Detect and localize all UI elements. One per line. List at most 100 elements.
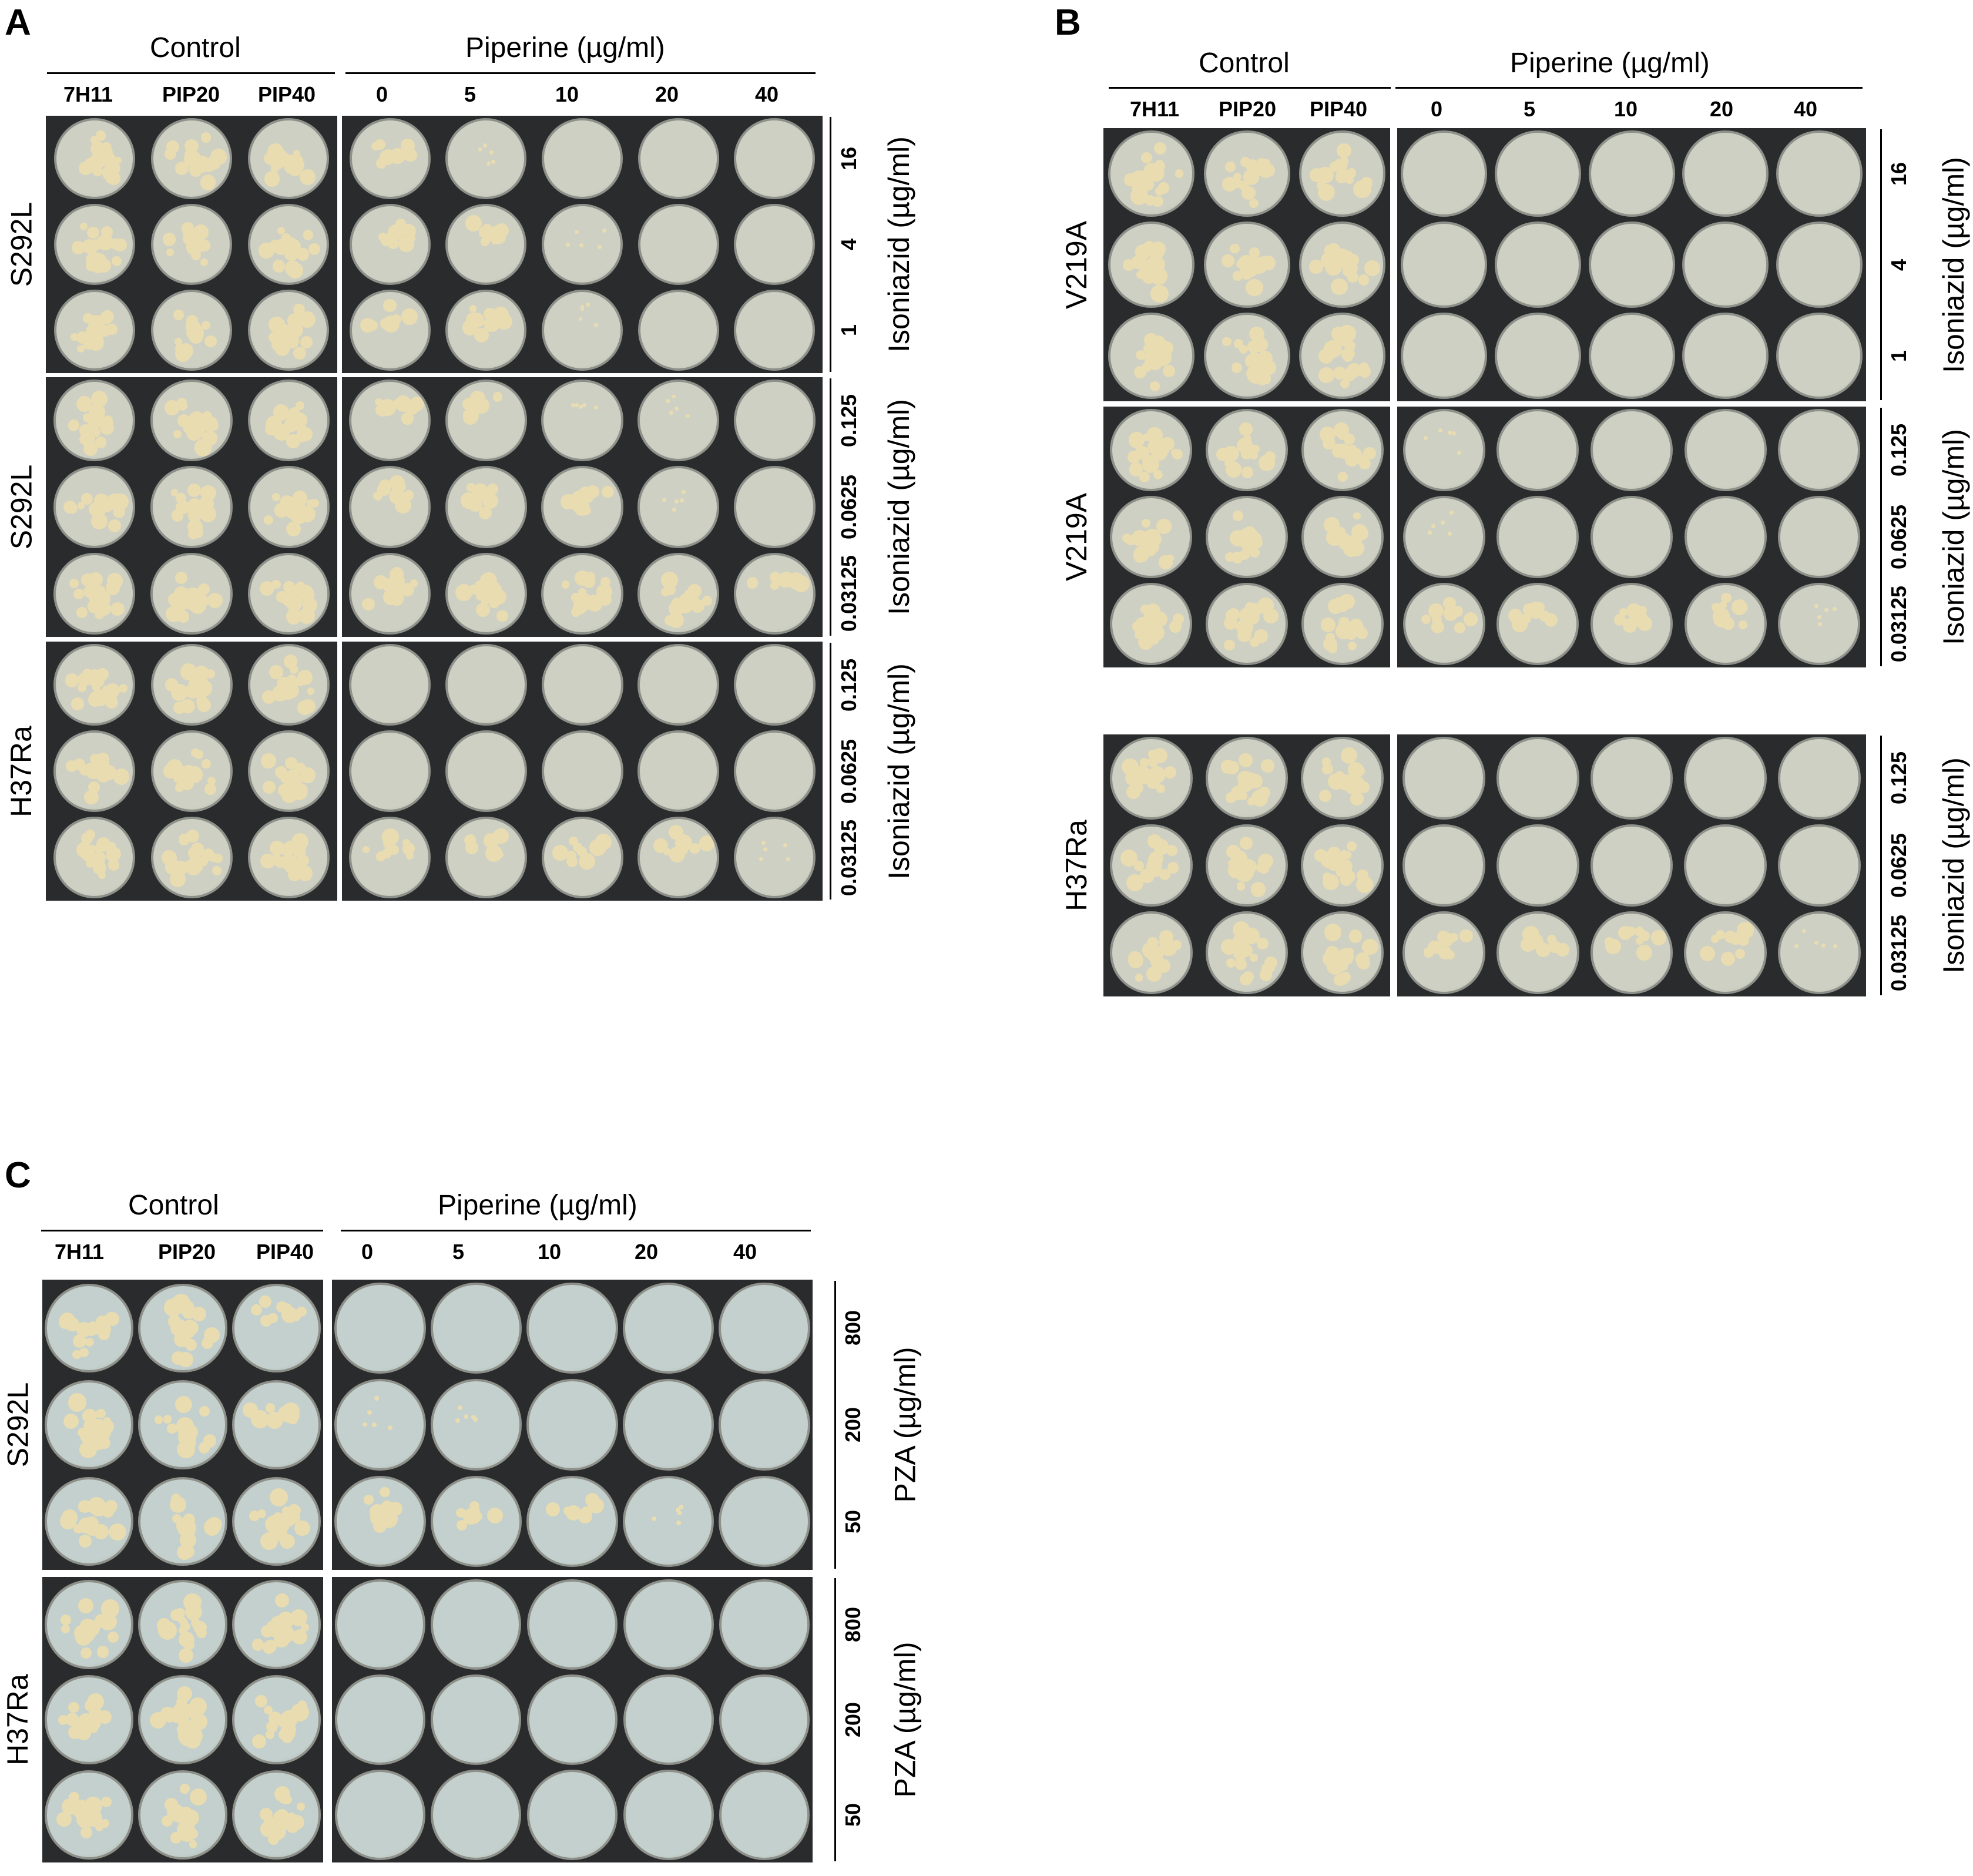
colony-spot bbox=[77, 345, 85, 353]
colony-spot bbox=[586, 303, 590, 307]
colony-spot bbox=[171, 684, 188, 701]
colony-spot bbox=[274, 857, 284, 868]
petri-dish bbox=[53, 817, 136, 898]
colony-spot bbox=[1347, 271, 1358, 283]
colony-spot bbox=[1249, 247, 1260, 259]
conc-bracket-a-2 bbox=[830, 643, 831, 900]
petri-dish bbox=[151, 204, 232, 285]
colony-spot bbox=[652, 1516, 657, 1521]
petri-dish bbox=[231, 1380, 321, 1469]
colony-spot bbox=[573, 602, 586, 615]
colony-spot bbox=[79, 434, 90, 445]
colony-spot bbox=[104, 1500, 118, 1513]
colony-spot bbox=[400, 138, 415, 153]
col-label-a-1: PIP20 bbox=[162, 82, 220, 106]
colony-spot bbox=[1132, 621, 1143, 633]
colony-spot bbox=[175, 1607, 185, 1618]
col-label-a-4: 5 bbox=[464, 82, 477, 106]
conc-label-a-0-1: 4 bbox=[837, 238, 861, 251]
colony-spot bbox=[1832, 606, 1837, 611]
colony-spot bbox=[106, 853, 115, 861]
petri-dish bbox=[1496, 496, 1579, 578]
colony-spot bbox=[69, 578, 79, 589]
colony-spot bbox=[303, 230, 314, 240]
colony-spot bbox=[793, 575, 810, 592]
colony-spot bbox=[586, 485, 600, 498]
colony-spot bbox=[176, 493, 187, 504]
colony-spot bbox=[594, 323, 599, 328]
colony-spot bbox=[100, 226, 113, 239]
petri-dish bbox=[719, 1282, 810, 1374]
colony-spot bbox=[80, 1826, 92, 1838]
colony-spot bbox=[60, 1615, 71, 1626]
colony-spot bbox=[1457, 450, 1461, 455]
colony-spot bbox=[175, 1396, 192, 1414]
colony-spot bbox=[68, 419, 80, 431]
colony-spot bbox=[1241, 259, 1258, 276]
colony-spot bbox=[1156, 958, 1170, 973]
colony-spot bbox=[1120, 849, 1138, 867]
col-label-c-5: 10 bbox=[537, 1240, 562, 1264]
colony-spot bbox=[480, 237, 489, 246]
colony-spot bbox=[493, 306, 509, 323]
colony-spot bbox=[1604, 937, 1613, 947]
colony-spot bbox=[189, 770, 200, 780]
petri-dish bbox=[1299, 313, 1386, 399]
colony-spot bbox=[404, 400, 420, 415]
colony-spot bbox=[267, 1415, 280, 1428]
colony-spot bbox=[387, 237, 400, 250]
colony-spot bbox=[202, 321, 211, 330]
petri-dish bbox=[1402, 496, 1485, 578]
colony-spot bbox=[1324, 924, 1341, 941]
colony-spot bbox=[594, 405, 598, 410]
petri-dish bbox=[431, 1770, 522, 1860]
petri-dish bbox=[45, 1283, 134, 1372]
colony-spot bbox=[287, 674, 297, 684]
colony-spot bbox=[110, 602, 125, 616]
petri-dish bbox=[1590, 737, 1673, 820]
colony-spot bbox=[149, 1711, 167, 1729]
col-label-c-1: PIP20 bbox=[157, 1240, 216, 1264]
colony-spot bbox=[1626, 603, 1642, 619]
petri-dish bbox=[1496, 583, 1579, 665]
colony-spot bbox=[1321, 757, 1331, 766]
colony-spot bbox=[1440, 520, 1445, 525]
colony-spot bbox=[1331, 278, 1348, 296]
colony-spot bbox=[575, 402, 579, 407]
colony-spot bbox=[196, 1627, 207, 1639]
colony-spot bbox=[291, 833, 309, 850]
petri-dish bbox=[1777, 911, 1861, 994]
colony-spot bbox=[250, 1409, 269, 1428]
colony-spot bbox=[200, 132, 212, 143]
colony-spot bbox=[1362, 939, 1378, 955]
colony-spot bbox=[1135, 974, 1143, 982]
colony-spot bbox=[271, 579, 281, 589]
colony-spot bbox=[207, 592, 223, 609]
colony-spot bbox=[1337, 472, 1348, 482]
col-label-b-5: 10 bbox=[1613, 97, 1638, 121]
colony-spot bbox=[598, 244, 602, 249]
col-label-c-0: 7H11 bbox=[54, 1240, 105, 1264]
colony-spot bbox=[70, 333, 78, 341]
colony-spot bbox=[676, 1520, 681, 1525]
petri-dish bbox=[445, 290, 527, 371]
colony-spot bbox=[261, 753, 276, 769]
colony-spot bbox=[1150, 284, 1169, 303]
colony-spot bbox=[1340, 874, 1353, 886]
colony-spot bbox=[90, 512, 108, 530]
colony-spot bbox=[561, 580, 570, 589]
colony-spot bbox=[582, 402, 586, 407]
colony-spot bbox=[184, 589, 202, 606]
colony-spot bbox=[99, 1612, 118, 1630]
colony-spot bbox=[97, 1646, 109, 1658]
colony-spot bbox=[1340, 747, 1358, 764]
petri-dish bbox=[733, 552, 816, 635]
petri-dish bbox=[1401, 313, 1488, 399]
colony-spot bbox=[1355, 624, 1364, 633]
petri-dish bbox=[247, 466, 330, 548]
colony-spot bbox=[196, 698, 211, 713]
colony-spot bbox=[1144, 333, 1158, 347]
petri-dish bbox=[1110, 911, 1193, 994]
colony-spot bbox=[167, 761, 176, 769]
colony-spot bbox=[761, 840, 766, 845]
